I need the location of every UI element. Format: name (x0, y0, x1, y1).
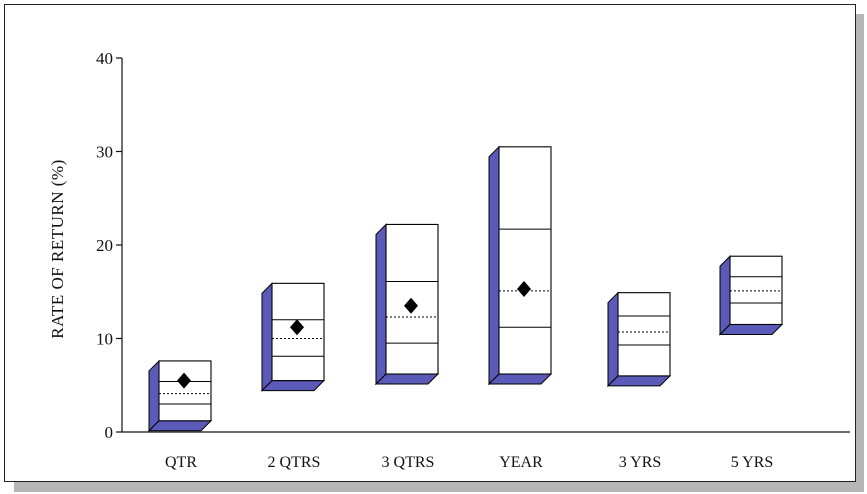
category-label: 3 QTRS (382, 454, 435, 471)
y-tick-label: 30 (96, 143, 113, 162)
box-group (260, 282, 326, 392)
portfolio-marker (404, 297, 418, 314)
category-label: QTR (165, 454, 197, 471)
box-bottom-shadow (374, 373, 440, 385)
box-side-shadow (148, 359, 160, 432)
box-front (158, 360, 212, 422)
category-label: 3 YRS (619, 454, 662, 471)
box-group (147, 359, 213, 432)
y-tick-label: 0 (105, 423, 114, 442)
box-side-shadow (375, 223, 387, 386)
category-label: 2 QTRS (268, 454, 321, 471)
box-side-shadow (261, 282, 273, 392)
box-bottom-shadow (606, 375, 672, 387)
portfolio-marker (177, 372, 191, 389)
y-axis-title: RATE OF RETURN (%) (48, 159, 67, 338)
box-front (617, 292, 671, 377)
box-bottom-shadow (147, 420, 213, 432)
box-bottom-shadow (260, 380, 326, 392)
portfolio-marker (290, 319, 304, 336)
category-label: YEAR (499, 454, 543, 471)
y-tick-label: 20 (96, 236, 113, 255)
box-side-shadow (607, 291, 619, 388)
box-bottom-shadow (718, 323, 784, 335)
box-side-shadow (488, 145, 500, 386)
y-tick-label: 10 (96, 330, 113, 349)
box-front (498, 146, 552, 375)
box-bottom-shadow (487, 373, 553, 385)
boxes (147, 145, 784, 432)
box-group (606, 291, 672, 388)
box-group (374, 223, 440, 386)
box-side-shadow (719, 255, 731, 336)
portfolio-marker (517, 280, 531, 297)
y-tick-label: 40 (96, 49, 113, 68)
box-group (487, 145, 553, 386)
box-group (718, 255, 784, 336)
category-label: 5 YRS (731, 454, 774, 471)
